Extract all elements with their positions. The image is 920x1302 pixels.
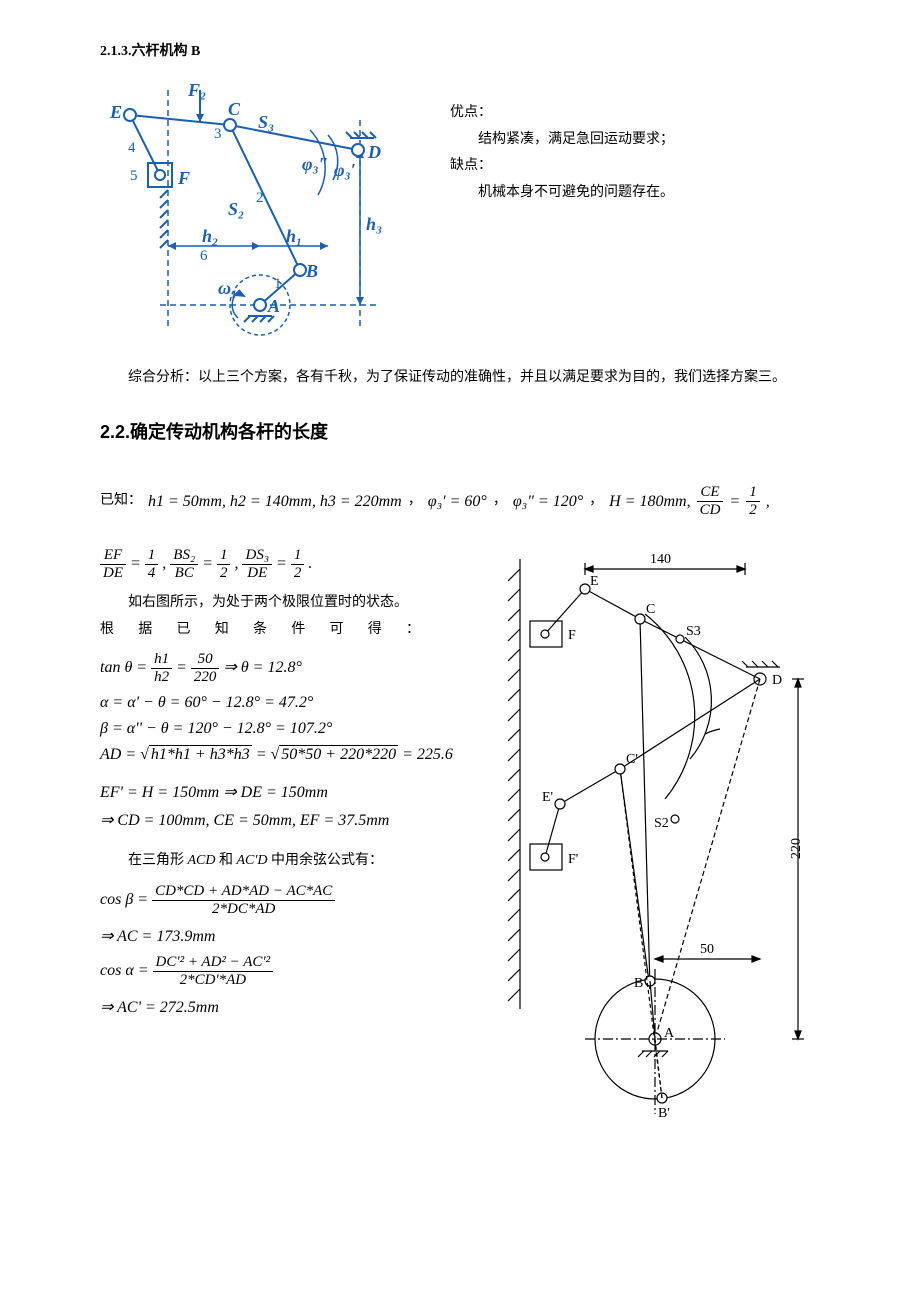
fig1-F2: F₂	[187, 80, 206, 100]
fig2-F: F	[568, 628, 576, 643]
fig2-S3: S3	[686, 624, 701, 639]
fig2-dim50: 50	[700, 942, 714, 957]
eq-ACp: ⇒ AC' = 272.5mm	[100, 997, 480, 1017]
cos-intro: 在三角形 ACD 和 AC'D 中用余弦公式有：	[100, 848, 480, 875]
eq-cosb: cos β = CD*CD + AD*AD − AC*AC2*DC*AD	[100, 883, 480, 918]
eq-beta: β = α'' − θ = 120° − 12.8° = 107.2°	[100, 720, 480, 738]
eq-AD: AD = √h1*h1 + h3*h3 = √50*50 + 220*220 =…	[100, 746, 480, 764]
fig2-C: C	[646, 602, 655, 617]
fig2-S2: S2	[654, 816, 669, 831]
fig1-D: D	[367, 142, 381, 162]
ratio-line: EFDE = 14 , BS₂BC = 12 , DS₃DE = 12 .	[100, 547, 480, 582]
section-2-2-heading: 2.2.确定传动机构各杆的长度	[100, 418, 820, 444]
fig1-3: 3	[214, 126, 222, 142]
known-sep3: ，	[589, 488, 603, 515]
fig1-5: 5	[130, 168, 138, 184]
eq-tan: tan θ = h1h2 = 50220 ⇒ θ = 12.8°	[100, 651, 480, 686]
eq-EF: EF' = H = 150mm ⇒ DE = 150mm	[100, 782, 480, 802]
frac-CE-CD: CECD	[697, 484, 724, 519]
dis-heading: 缺点：	[450, 153, 820, 180]
known-sep2: ，	[493, 488, 507, 515]
fig2-E: E	[590, 574, 599, 589]
fig1-C: C	[228, 99, 241, 119]
fig1-S3: S₃	[258, 112, 274, 132]
adv-line-1: 结构紧凑，满足急回运动要求；	[450, 127, 820, 154]
fig1-2: 2	[256, 190, 264, 206]
known-sep1: ，	[408, 488, 422, 515]
para-limit-pos: 如右图所示，为处于两个极限位置时的状态。	[100, 590, 480, 617]
fig2-D: D	[772, 673, 782, 688]
fig1-F: F	[177, 168, 190, 188]
fig2-dim140: 140	[650, 552, 671, 567]
para-known-spread: 根据已知条件可得：	[100, 617, 420, 644]
top-row: E C D F B A F₂ S₃ S₂ φ₃′ φ₃″ h₁ h₂ h₃ ω₁…	[100, 80, 820, 345]
known-h: h1 = 50mm, h2 = 140mm, h3 = 220mm	[148, 493, 402, 511]
fig1-h1: h₁	[286, 226, 302, 246]
dis-line-1: 机械本身不可避免的问题存在。	[450, 180, 820, 207]
known-phi3pp: φ₃″ = 120°	[513, 493, 583, 511]
fig1-w1: ω₁	[218, 278, 237, 298]
fig1-phi3pp: φ₃″	[302, 154, 329, 174]
fig2-Ep: E'	[542, 790, 553, 805]
fig1-B: B	[305, 261, 318, 281]
fig1-E: E	[109, 102, 122, 122]
fig2-dim220: 220	[789, 838, 804, 859]
section-label: 2.1.3.六杆机构 B	[100, 40, 820, 60]
side-notes: 优点： 结构紧凑，满足急回运动要求； 缺点： 机械本身不可避免的问题存在。	[450, 80, 820, 206]
fig1-phi3p: φ₃′	[334, 160, 356, 180]
eq-cosa: cos α = DC'² + AD² − AC'²2*CD'*AD	[100, 954, 480, 989]
known-phi3p: φ₃′ = 60°	[428, 493, 487, 511]
fig2-Fp: F'	[568, 852, 578, 867]
fig1-6: 6	[200, 248, 208, 264]
fig2-Bp: B'	[658, 1106, 670, 1121]
fig2-A: A	[664, 1026, 675, 1041]
lower-left: EFDE = 14 , BS₂BC = 12 , DS₃DE = 12 . 如右…	[100, 539, 480, 1025]
eq-CD2: ⇒ CD = 100mm, CE = 50mm, EF = 37.5mm	[100, 810, 480, 830]
figure-1: E C D F B A F₂ S₃ S₂ φ₃′ φ₃″ h₁ h₂ h₃ ω₁…	[100, 80, 410, 345]
eq-alpha: α = α' − θ = 60° − 12.8° = 47.2°	[100, 694, 480, 712]
fig1-4: 4	[128, 140, 136, 156]
frac-half: 12	[746, 484, 760, 519]
adv-heading: 优点：	[450, 100, 820, 127]
lower-row: EFDE = 14 , BS₂BC = 12 , DS₃DE = 12 . 如右…	[100, 539, 820, 1164]
fig1-A: A	[267, 296, 280, 316]
fig2-B: B	[634, 976, 643, 991]
fig1-h2: h₂	[202, 226, 218, 246]
eq-AC: ⇒ AC = 173.9mm	[100, 926, 480, 946]
known-prefix: 已知：	[100, 488, 142, 515]
known-H: H = 180mm,	[609, 493, 690, 511]
figure-2: 140 220 50 E C S3 D F C' E' F' S2 B A B'	[490, 539, 820, 1164]
known-line-1: 已知： h1 = 50mm, h2 = 140mm, h3 = 220mm ， …	[100, 484, 820, 519]
conclusion-paragraph: 综合分析：以上三个方案，各有千秋，为了保证传动的准确性，并且以满足要求为目的，我…	[100, 365, 820, 390]
fig1-S2: S₂	[228, 199, 244, 219]
fig2-Cp: C'	[626, 752, 638, 767]
fig1-h3: h₃	[366, 214, 382, 234]
fig1-1: 1	[274, 276, 282, 292]
